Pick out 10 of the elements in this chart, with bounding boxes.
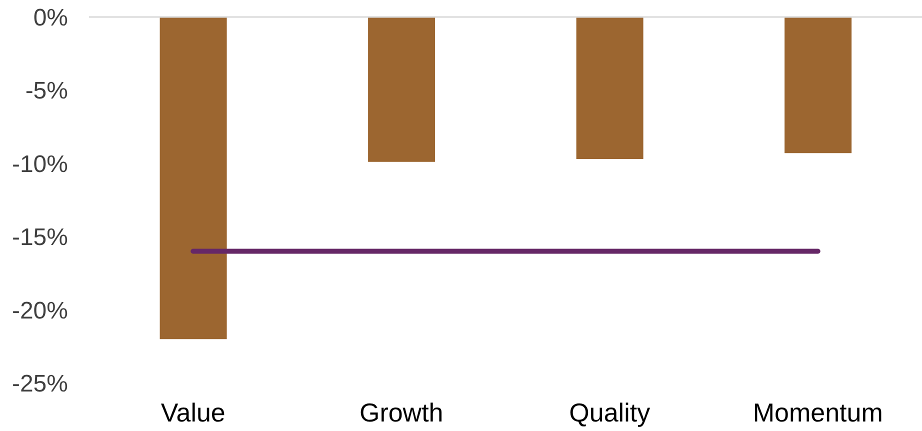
y-tick-label: -15% — [12, 224, 68, 252]
y-tick-label: -5% — [25, 78, 68, 105]
x-tick-label: Value — [160, 397, 226, 428]
x-tick-label: Growth — [359, 397, 444, 428]
y-tick-label: -25% — [12, 370, 68, 398]
y-tick-label: -20% — [12, 297, 68, 324]
x-tick-label: Momentum — [752, 397, 883, 428]
y-tick-label: -10% — [12, 150, 68, 178]
y-tick-label: 0% — [33, 4, 68, 32]
x-tick-label: Quality — [569, 397, 650, 428]
